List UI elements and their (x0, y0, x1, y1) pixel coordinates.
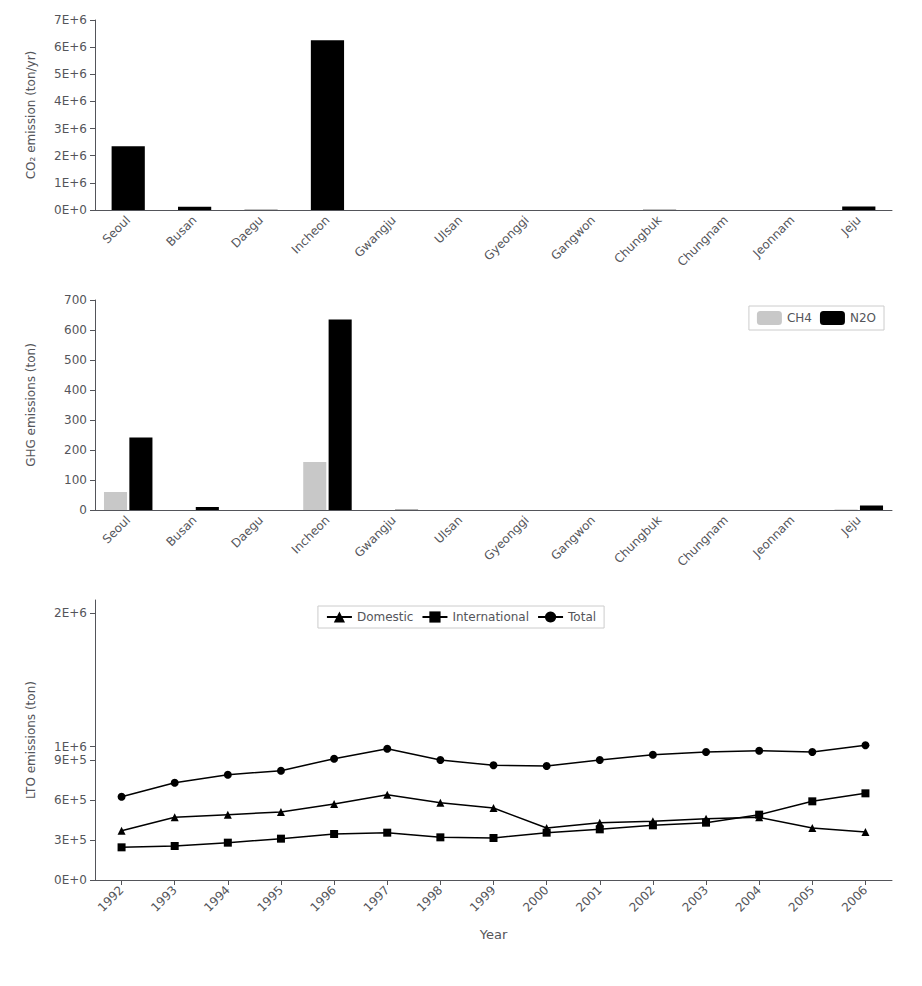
svg-text:Busan: Busan (164, 513, 200, 549)
svg-text:3E+6: 3E+6 (54, 122, 87, 136)
svg-text:Seoul: Seoul (100, 213, 133, 246)
svg-text:1E+6: 1E+6 (54, 740, 87, 754)
svg-text:0E+0: 0E+0 (54, 203, 87, 217)
svg-text:CO₂ emission (ton/yr): CO₂ emission (ton/yr) (24, 51, 38, 180)
svg-text:2001: 2001 (573, 883, 604, 914)
svg-text:Gwangju: Gwangju (352, 213, 399, 260)
svg-text:2006: 2006 (839, 883, 870, 914)
svg-text:2E+6: 2E+6 (54, 606, 87, 620)
svg-text:2E+6: 2E+6 (54, 149, 87, 163)
svg-text:Chungnam: Chungnam (675, 513, 731, 569)
svg-text:Daegu: Daegu (228, 513, 266, 551)
svg-text:400: 400 (64, 383, 87, 397)
svg-text:Incheon: Incheon (289, 513, 333, 557)
svg-text:2000: 2000 (520, 883, 551, 914)
svg-text:Jeju: Jeju (838, 513, 864, 539)
svg-text:1998: 1998 (414, 883, 445, 914)
svg-text:6E+6: 6E+6 (54, 40, 87, 54)
svg-text:2002: 2002 (626, 883, 657, 914)
svg-text:1995: 1995 (254, 883, 285, 914)
svg-text:1994: 1994 (201, 883, 232, 914)
svg-text:0: 0 (79, 503, 87, 517)
svg-text:1992: 1992 (95, 883, 126, 914)
svg-text:Gangwon: Gangwon (548, 513, 598, 563)
svg-text:CH4: CH4 (787, 311, 812, 325)
svg-text:Gyeonggi: Gyeonggi (481, 213, 531, 263)
svg-text:300: 300 (64, 413, 87, 427)
svg-text:Chungbuk: Chungbuk (612, 513, 665, 566)
svg-text:Busan: Busan (164, 213, 200, 249)
svg-text:1999: 1999 (467, 883, 498, 914)
svg-text:Gwangju: Gwangju (352, 513, 399, 560)
svg-text:Jeonnam: Jeonnam (750, 513, 798, 561)
svg-text:Gyeonggi: Gyeonggi (481, 513, 531, 563)
svg-text:Ulsan: Ulsan (432, 513, 465, 546)
svg-text:Daegu: Daegu (228, 213, 266, 251)
svg-text:Incheon: Incheon (289, 213, 333, 257)
svg-text:Domestic: Domestic (357, 610, 414, 624)
svg-text:1E+6: 1E+6 (54, 176, 87, 190)
svg-text:700: 700 (64, 293, 87, 307)
svg-text:600: 600 (64, 323, 87, 337)
svg-text:7E+6: 7E+6 (54, 13, 87, 27)
svg-text:2005: 2005 (786, 883, 817, 914)
svg-text:Chungnam: Chungnam (675, 213, 731, 269)
svg-text:9E+5: 9E+5 (54, 753, 87, 767)
svg-text:GHG emissions (ton): GHG emissions (ton) (24, 343, 38, 467)
svg-text:Ulsan: Ulsan (432, 213, 465, 246)
svg-text:Gangwon: Gangwon (548, 213, 598, 263)
svg-text:LTO emissions (ton): LTO emissions (ton) (24, 681, 38, 799)
svg-text:Chungbuk: Chungbuk (612, 213, 665, 266)
svg-text:100: 100 (64, 473, 87, 487)
svg-text:200: 200 (64, 443, 87, 457)
svg-text:Total: Total (567, 610, 596, 624)
svg-text:N2O: N2O (850, 311, 876, 325)
svg-text:500: 500 (64, 353, 87, 367)
svg-text:2004: 2004 (733, 883, 764, 914)
svg-text:1997: 1997 (361, 883, 392, 914)
svg-text:2003: 2003 (680, 883, 711, 914)
svg-text:Jeju: Jeju (838, 213, 864, 239)
svg-text:6E+5: 6E+5 (54, 793, 87, 807)
svg-text:3E+5: 3E+5 (54, 833, 87, 847)
svg-text:International: International (452, 610, 529, 624)
svg-text:Seoul: Seoul (100, 513, 133, 546)
svg-text:4E+6: 4E+6 (54, 94, 87, 108)
svg-text:1993: 1993 (148, 883, 179, 914)
svg-text:Year: Year (479, 927, 508, 942)
svg-text:1996: 1996 (308, 883, 339, 914)
svg-text:5E+6: 5E+6 (54, 67, 87, 81)
svg-text:0E+0: 0E+0 (54, 873, 87, 887)
svg-text:Jeonnam: Jeonnam (750, 213, 798, 261)
